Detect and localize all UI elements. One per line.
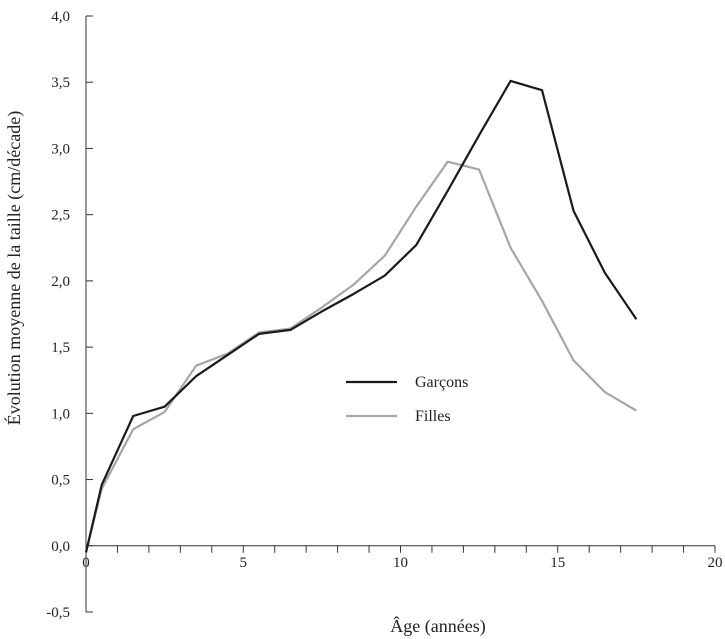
x-tick-label: 10: [393, 555, 408, 571]
legend-label: Garçons: [415, 374, 468, 391]
series-layer: [84, 79, 638, 553]
y-tick-label: 3,0: [51, 141, 70, 157]
x-axis-title: Âge (années): [390, 615, 485, 637]
x-tick-label: 5: [240, 555, 248, 571]
y-tick-label: 4,0: [51, 9, 70, 25]
y-tick-label: 1,5: [51, 340, 70, 356]
x-tick-label: 15: [550, 555, 565, 571]
x-tick-label: 0: [82, 555, 90, 571]
y-tick-label: 0,5: [51, 473, 70, 489]
x-tick-label: 20: [708, 555, 723, 571]
y-tick-label: 0,0: [51, 539, 70, 555]
legend-label: Filles: [415, 408, 451, 425]
y-tick-label: 2,0: [51, 274, 70, 290]
legend: Garçons Filles: [346, 374, 468, 425]
y-tick-label: 1,0: [51, 406, 70, 422]
y-tick-label: 2,5: [51, 208, 70, 224]
y-tick-label: -0,5: [46, 605, 70, 621]
series-line-garcons: [84, 79, 638, 553]
y-axis-title: Évolution moyenne de la taille (cm/décad…: [3, 111, 25, 425]
y-tick-label: 3,5: [51, 75, 70, 91]
series-line-filles: [84, 160, 637, 553]
axes: -0,5 0,0 0,5 1,0 1,5 2,0 2,5 3,0 3,5 4,0 0 5 10 15 20: [46, 9, 722, 621]
